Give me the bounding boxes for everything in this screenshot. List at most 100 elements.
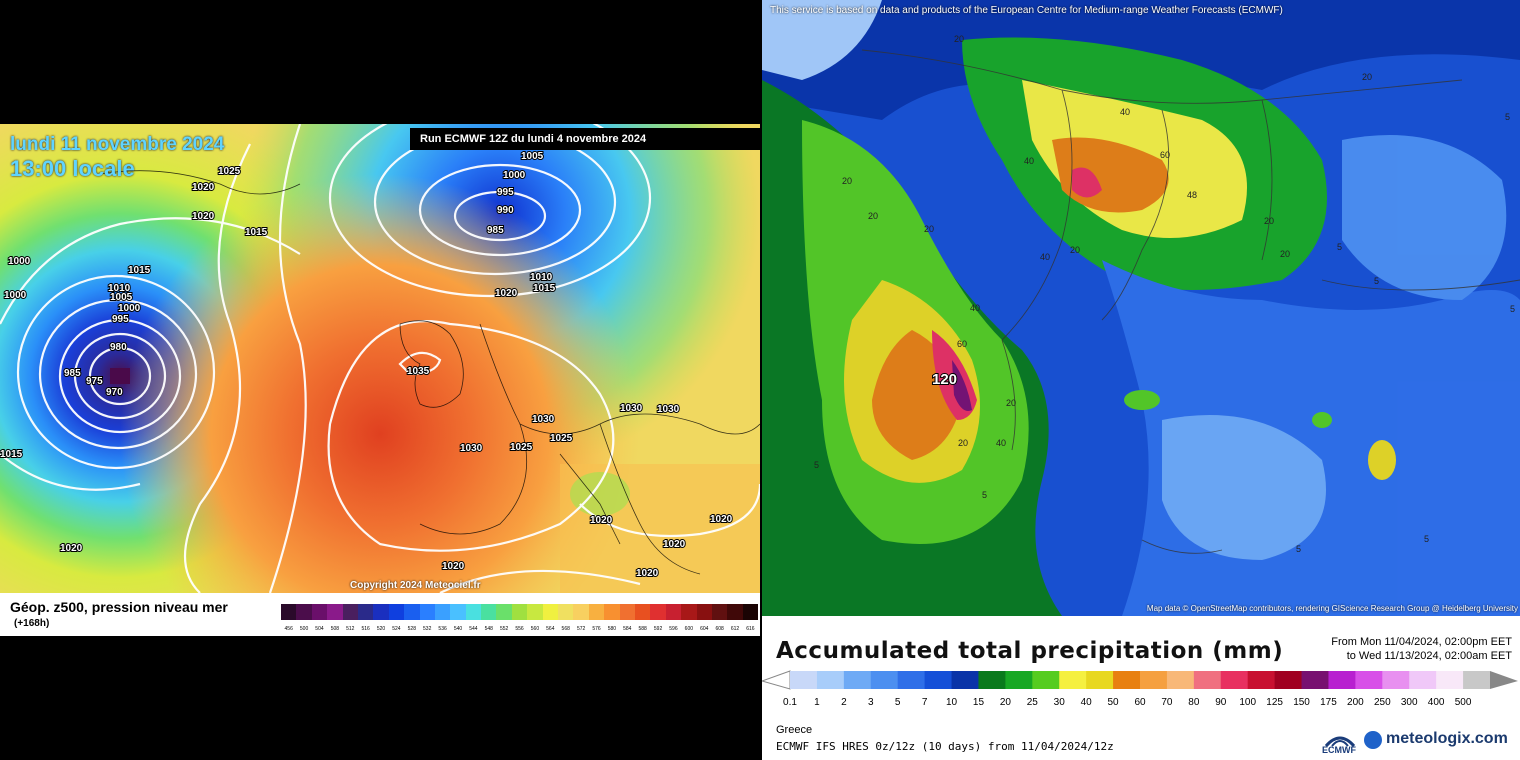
scale-swatch xyxy=(388,604,405,620)
scale-label: 528 xyxy=(407,626,416,632)
precip-scale-swatch xyxy=(1032,671,1060,689)
scale-label: 512 xyxy=(346,626,355,632)
precip-scale-swatch xyxy=(1409,671,1437,689)
precip-scale-label: 20 xyxy=(999,697,1011,708)
scale-label: 560 xyxy=(530,626,540,632)
scale-swatch xyxy=(373,604,389,620)
isobar-label: 1015 xyxy=(0,449,23,460)
scale-label: 568 xyxy=(561,626,570,632)
precip-scale-swatch xyxy=(1301,671,1329,689)
precip-scale-swatch xyxy=(790,671,818,689)
precip-map-label: 5 xyxy=(1296,544,1301,554)
scale-label: 580 xyxy=(607,626,617,632)
region-name: Greece xyxy=(776,724,813,736)
scale-swatch xyxy=(311,604,328,620)
precip-scale-label: 400 xyxy=(1427,697,1445,708)
precip-map-label: 48 xyxy=(1187,190,1197,200)
meteologix-brand: meteologix.com xyxy=(1386,730,1508,747)
precip-scale-label: 5 xyxy=(894,697,901,708)
scale-swatch xyxy=(727,604,743,620)
precip-scale-swatch xyxy=(1328,671,1356,689)
scale-label: 548 xyxy=(484,626,493,632)
precip-scale-label: 10 xyxy=(945,697,958,708)
scale-label: 588 xyxy=(638,626,647,632)
precip-scale-label: 0.1 xyxy=(783,697,797,708)
scale-arrow-left xyxy=(762,670,791,690)
isobar-label: 975 xyxy=(86,376,103,387)
ecmwf-logo-text: ECMWF xyxy=(1322,745,1356,755)
scale-swatch xyxy=(434,604,451,620)
precip-scale-label: 80 xyxy=(1188,697,1200,708)
precip-map-label: 20 xyxy=(924,224,934,234)
scale-label: 544 xyxy=(469,626,478,632)
precip-scale-label: 150 xyxy=(1293,697,1310,708)
forecast-date: lundi 11 novembre 2024 xyxy=(10,134,225,155)
isobar-label: 1020 xyxy=(636,568,659,579)
isobar-label: 1035 xyxy=(407,366,430,377)
geopotential-scale-labels: 456 500 504 508 512 516 520 524 528 532 536 540 544 5… xyxy=(281,626,758,632)
isobar-label: 980 xyxy=(110,342,127,353)
scale-swatch xyxy=(711,604,728,620)
precip-map-label: 5 xyxy=(814,460,819,470)
precip-scale-swatch xyxy=(1005,671,1033,689)
scale-swatch xyxy=(342,604,358,620)
precip-scale-swatch xyxy=(1247,671,1276,689)
precip-scale-label: 125 xyxy=(1266,697,1283,708)
isobar-label: 1000 xyxy=(8,256,31,267)
scale-swatch xyxy=(604,604,620,620)
scale-swatch xyxy=(281,604,297,620)
precip-map-label: 20 xyxy=(1280,249,1290,259)
scale-label: 576 xyxy=(592,626,601,632)
isobar-label: 1030 xyxy=(532,414,555,425)
precip-map-label: 20 xyxy=(1264,216,1274,226)
precipitation-map: 120 60 40 40 40 40 20 20 20 20 20 20 20 20 20 20 5 5 5 5 5 5 5… xyxy=(762,0,1520,616)
scale-swatch xyxy=(588,604,605,620)
scale-label: 552 xyxy=(499,626,509,632)
precip-scale-swatch xyxy=(843,671,872,689)
precip-scale-label: 175 xyxy=(1320,697,1337,708)
isobar-label: 1020 xyxy=(60,543,83,554)
scale-label: 612 xyxy=(730,626,740,632)
precip-map-label: 5 xyxy=(1510,304,1515,314)
scale-label: 608 xyxy=(715,626,724,632)
scale-arrow-right xyxy=(1490,671,1518,689)
isobar-label: 1025 xyxy=(550,433,573,444)
precip-scale-swatch xyxy=(1355,671,1383,689)
precip-scale-label: 1 xyxy=(814,697,820,708)
precip-scale-swatch xyxy=(870,671,899,689)
scale-swatch xyxy=(481,604,497,620)
precip-scale-label: 15 xyxy=(972,697,985,708)
scale-swatch xyxy=(327,604,343,620)
precip-map-label: 20 xyxy=(1006,398,1016,408)
scale-label: 532 xyxy=(423,626,432,632)
isobar-label: 1000 xyxy=(118,303,141,314)
scale-swatch xyxy=(450,604,466,620)
precip-scale-swatch xyxy=(951,671,979,689)
isobar-label: 1000 xyxy=(503,170,526,181)
precip-map-label: 5 xyxy=(1374,276,1379,286)
scale-label: 604 xyxy=(700,626,709,632)
precip-scale-label: 200 xyxy=(1347,697,1364,708)
isobar-label: 1030 xyxy=(620,403,643,414)
precip-scale-label: 40 xyxy=(1080,697,1092,708)
scale-swatch xyxy=(681,604,697,620)
scale-swatch xyxy=(742,604,759,620)
legend-subtitle: (+168h) xyxy=(14,618,50,629)
isobar-label: 1020 xyxy=(192,182,215,193)
legend-title: Géop. z500, pression niveau mer xyxy=(10,599,228,615)
precip-scale-swatch xyxy=(978,671,1006,689)
precip-map-label: 20 xyxy=(954,34,964,44)
precip-scale-swatch xyxy=(1463,671,1491,689)
precip-scale-label: 70 xyxy=(1161,697,1173,708)
precip-scale-swatch xyxy=(1220,671,1249,689)
scale-swatch xyxy=(619,604,635,620)
scale-label: 516 xyxy=(361,626,370,632)
scale-swatch xyxy=(404,604,420,620)
precip-scale-label: 90 xyxy=(1215,697,1227,708)
scale-swatch xyxy=(465,604,482,620)
precip-map-label: 5 xyxy=(1424,534,1429,544)
precip-scale-label: 250 xyxy=(1373,697,1391,708)
precip-scale-label: 60 xyxy=(1134,697,1146,708)
precip-scale-swatch xyxy=(1193,671,1222,689)
scale-swatch xyxy=(573,604,589,620)
